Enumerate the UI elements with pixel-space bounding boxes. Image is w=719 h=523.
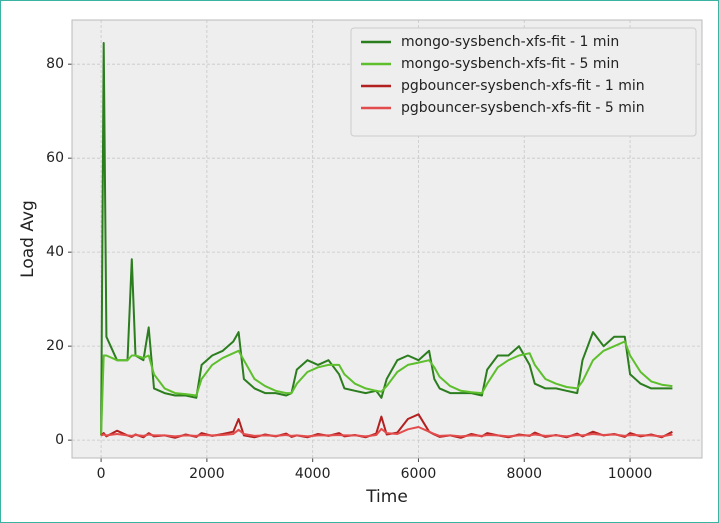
x-axis-label: Time — [365, 487, 408, 507]
y-tick-label: 20 — [46, 338, 64, 354]
y-axis-label: Load Avg — [18, 200, 38, 278]
y-tick-label: 0 — [55, 432, 64, 448]
x-tick-label: 2000 — [189, 466, 225, 482]
legend-box — [350, 27, 697, 137]
x-tick-label: 4000 — [295, 466, 331, 482]
x-tick-label: 10000 — [608, 466, 653, 482]
x-tick-label: 6000 — [401, 466, 437, 482]
x-tick-label: 0 — [97, 466, 106, 482]
series-line — [100, 42, 673, 436]
legend-label: pgbouncer-sysbench-xfs-fit - 5 min — [401, 100, 645, 116]
legend-label: mongo-sysbench-xfs-fit - 5 min — [401, 56, 619, 72]
x-tick-label: 8000 — [506, 466, 542, 482]
plot-border — [71, 19, 703, 459]
legend-label: mongo-sysbench-xfs-fit - 1 min — [401, 34, 619, 50]
y-tick-label: 40 — [46, 244, 64, 260]
legend-label: pgbouncer-sysbench-xfs-fit - 1 min — [401, 78, 645, 94]
series-line — [100, 340, 673, 436]
y-tick-label: 60 — [46, 150, 64, 166]
y-tick-label: 80 — [46, 56, 64, 72]
series-line — [100, 426, 673, 438]
